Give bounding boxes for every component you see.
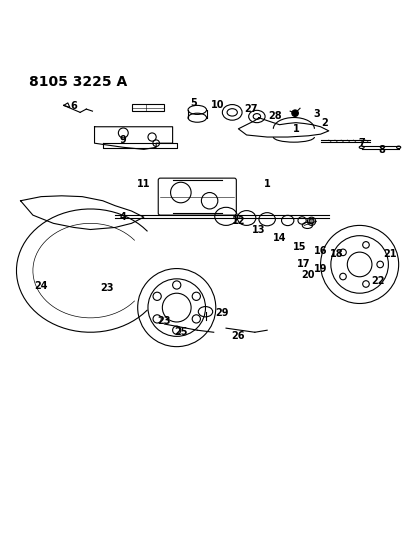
Text: 10: 10 [211, 100, 224, 110]
Text: 17: 17 [298, 260, 311, 270]
Text: 21: 21 [384, 249, 397, 259]
Text: 9: 9 [120, 135, 127, 145]
Text: 8105 3225 A: 8105 3225 A [29, 75, 127, 90]
Text: 11: 11 [137, 179, 150, 189]
Text: 16: 16 [314, 246, 327, 256]
Text: 1: 1 [293, 124, 299, 134]
Text: 13: 13 [252, 224, 266, 235]
Text: 27: 27 [244, 104, 257, 115]
Text: 4: 4 [120, 212, 127, 222]
Text: 23: 23 [100, 283, 113, 293]
Text: 3: 3 [313, 109, 320, 119]
Text: 22: 22 [372, 276, 385, 286]
Text: 1: 1 [264, 179, 270, 189]
Text: 18: 18 [330, 249, 344, 259]
Text: 15: 15 [293, 242, 307, 252]
Text: 12: 12 [232, 216, 245, 227]
Text: 6: 6 [71, 101, 77, 111]
Text: 5: 5 [190, 98, 196, 108]
Text: 28: 28 [268, 111, 282, 121]
Text: 24: 24 [35, 281, 48, 291]
Text: 20: 20 [302, 270, 315, 280]
Text: 19: 19 [314, 263, 327, 273]
Text: 29: 29 [215, 308, 229, 318]
Text: 8: 8 [379, 145, 386, 155]
Text: 14: 14 [273, 233, 286, 243]
Text: 23: 23 [158, 316, 171, 326]
Text: 7: 7 [358, 138, 365, 148]
Circle shape [309, 219, 314, 224]
Text: 26: 26 [232, 332, 245, 341]
Text: 25: 25 [174, 327, 187, 337]
Circle shape [292, 110, 298, 117]
Text: 2: 2 [321, 118, 328, 128]
